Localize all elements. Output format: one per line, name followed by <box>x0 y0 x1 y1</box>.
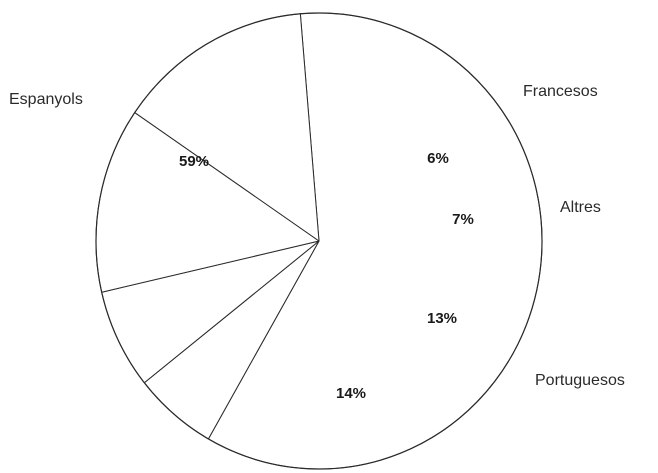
pie-category-label: Portuguesos <box>535 372 625 389</box>
pie-category-label: Francesos <box>523 83 598 100</box>
percentage-labels: 59% 6% 7% 13% 14% <box>179 150 474 402</box>
pie-outline <box>95 12 543 470</box>
slices-layer <box>95 12 543 470</box>
pie-percent-label: 14% <box>336 385 366 402</box>
pie-category-label: Altres <box>560 199 601 216</box>
pie-category-label: Espanyols <box>9 91 83 108</box>
pie-percent-label: 6% <box>427 150 449 167</box>
pie-percent-label: 7% <box>452 211 474 228</box>
category-labels: Espanyols Francesos Altres Portuguesos <box>9 83 625 389</box>
pie-percent-label: 13% <box>427 310 457 327</box>
pie-percent-label: 59% <box>179 153 209 170</box>
